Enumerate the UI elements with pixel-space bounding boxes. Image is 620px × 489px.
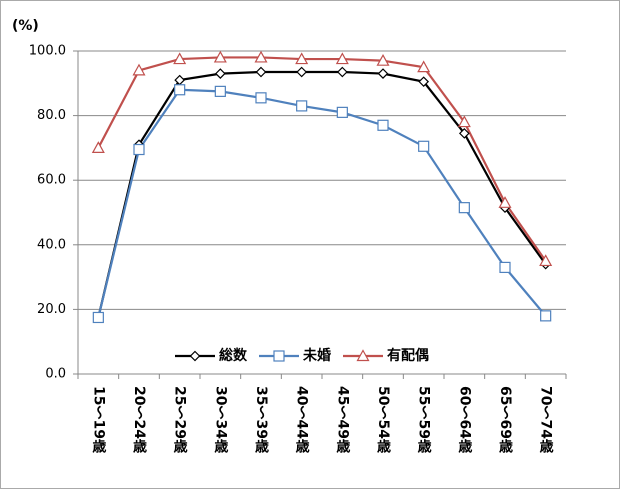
triangle-marker xyxy=(295,52,309,65)
square-marker xyxy=(133,143,145,156)
x-tick-label: 40～44歳 xyxy=(294,386,310,454)
legend-label: 有配偶 xyxy=(387,347,429,364)
y-tick-label: 40.0 xyxy=(37,237,66,252)
square-marker xyxy=(255,92,267,104)
square-marker xyxy=(377,119,389,131)
x-tick-label: 70～74歳 xyxy=(538,386,554,454)
y-tick-label: 80.0 xyxy=(37,108,66,123)
triangle-marker xyxy=(254,50,268,63)
y-axis-label: (%) xyxy=(12,18,39,34)
triangle-marker xyxy=(132,63,146,76)
diamond-marker xyxy=(336,66,348,78)
legend-label: 総数 xyxy=(219,347,248,364)
square-marker xyxy=(418,140,430,152)
y-tick-label: 0.0 xyxy=(45,367,66,382)
x-tick-label: 25～29歳 xyxy=(172,386,188,454)
legend-label: 未婚 xyxy=(303,347,331,364)
square-marker xyxy=(174,84,186,96)
triangle-marker xyxy=(213,50,227,63)
triangle-marker xyxy=(457,115,471,128)
x-tick-label: 20～24歳 xyxy=(131,386,147,454)
diamond-marker xyxy=(377,68,389,79)
triangle-marker xyxy=(356,349,370,362)
triangle-marker xyxy=(417,60,431,73)
diamond-marker xyxy=(255,66,267,78)
y-tick-label: 20.0 xyxy=(37,302,66,317)
x-tick-label: 45～49歳 xyxy=(334,386,350,454)
y-tick-label: 60.0 xyxy=(37,173,66,188)
y-tick-label: 100.0 xyxy=(29,44,66,59)
series-line xyxy=(97,88,547,318)
triangle-marker xyxy=(376,53,390,66)
triangle-marker xyxy=(91,141,105,153)
square-marker xyxy=(540,310,552,322)
diamond-marker xyxy=(458,128,470,139)
x-tick-label: 35～39歳 xyxy=(253,386,269,454)
x-tick-label: 15～19歳 xyxy=(90,386,106,454)
x-tick-label: 55～59歳 xyxy=(416,386,432,454)
diamond-marker xyxy=(296,66,308,78)
x-tick-label: 50～54歳 xyxy=(375,386,391,454)
triangle-marker xyxy=(335,52,349,65)
series-line xyxy=(97,70,547,318)
square-marker xyxy=(92,311,104,324)
triangle-marker xyxy=(498,196,512,208)
x-tick-label: 30～34歳 xyxy=(212,386,228,454)
square-marker xyxy=(296,100,308,112)
square-marker xyxy=(458,202,470,214)
square-marker xyxy=(336,106,348,118)
triangle-marker xyxy=(539,254,553,267)
triangle-marker xyxy=(173,52,187,65)
diamond-marker xyxy=(418,76,430,88)
x-tick-label: 65～69歳 xyxy=(497,386,513,454)
diamond-marker xyxy=(214,68,226,79)
square-marker xyxy=(214,85,226,97)
series-line xyxy=(97,56,547,262)
square-marker xyxy=(273,350,285,362)
square-marker xyxy=(499,261,511,274)
x-tick-label: 60～64歳 xyxy=(456,386,472,454)
diamond-marker xyxy=(189,350,201,362)
